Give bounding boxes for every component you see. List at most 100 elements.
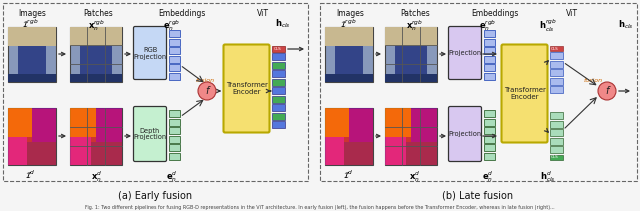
Text: Images: Images — [18, 9, 46, 18]
Text: Embeddings: Embeddings — [471, 9, 518, 18]
Bar — [484, 153, 495, 160]
Bar — [385, 27, 437, 82]
FancyBboxPatch shape — [223, 45, 269, 133]
Bar — [550, 129, 563, 136]
Bar — [91, 142, 122, 165]
Bar — [70, 108, 96, 137]
Bar — [169, 153, 180, 160]
Text: Projection: Projection — [449, 131, 481, 137]
Bar — [550, 155, 563, 160]
Text: Fig. 1: Two different pipelines for fusing RGB-D representations in the ViT arch: Fig. 1: Two different pipelines for fusi… — [85, 204, 555, 210]
Bar — [550, 69, 563, 76]
Bar — [169, 119, 180, 126]
Text: Patches: Patches — [400, 9, 430, 18]
Bar — [3, 3, 308, 181]
Bar — [550, 120, 563, 127]
Text: $\mathbf{h}_{cls}^{rgb}$: $\mathbf{h}_{cls}^{rgb}$ — [539, 18, 557, 34]
Text: Transformer
Encoder: Transformer Encoder — [225, 82, 268, 95]
Bar — [550, 86, 563, 93]
Bar — [169, 64, 180, 71]
Bar — [70, 108, 122, 165]
Text: $\mathcal{I}^{rgb}$: $\mathcal{I}^{rgb}$ — [340, 18, 356, 30]
Bar — [272, 53, 285, 60]
Bar — [272, 104, 285, 111]
Text: fusion: fusion — [196, 77, 215, 83]
Bar — [169, 127, 180, 134]
Text: (b) Late fusion: (b) Late fusion — [442, 191, 513, 201]
Text: Patches: Patches — [83, 9, 113, 18]
FancyBboxPatch shape — [449, 107, 481, 161]
Bar — [8, 27, 56, 46]
Text: (a) Early fusion: (a) Early fusion — [118, 191, 192, 201]
Bar — [484, 47, 495, 54]
Bar — [550, 52, 563, 59]
Text: fusion: fusion — [584, 78, 603, 83]
FancyBboxPatch shape — [449, 27, 481, 80]
Text: CLS: CLS — [274, 46, 282, 50]
Text: Projection: Projection — [449, 50, 481, 56]
Bar — [325, 137, 344, 165]
Text: $\mathbf{h}_{cls}$: $\mathbf{h}_{cls}$ — [618, 18, 634, 31]
Text: CLS: CLS — [551, 156, 559, 160]
Bar — [344, 142, 373, 165]
Text: f: f — [605, 86, 609, 96]
Bar — [8, 27, 56, 82]
Bar — [325, 108, 349, 137]
Text: f: f — [205, 86, 209, 96]
Text: Depth
Projection: Depth Projection — [133, 127, 166, 141]
Bar — [272, 61, 285, 69]
Text: $\mathcal{I}^{rgb}$: $\mathcal{I}^{rgb}$ — [22, 18, 38, 30]
Bar — [385, 137, 406, 165]
Bar — [406, 142, 437, 165]
Bar — [8, 108, 56, 165]
Bar — [18, 46, 46, 77]
Bar — [349, 108, 373, 142]
FancyBboxPatch shape — [502, 45, 547, 142]
Circle shape — [198, 82, 216, 100]
Bar — [484, 110, 495, 117]
Text: $\mathbf{e}_n^{rgb}$: $\mathbf{e}_n^{rgb}$ — [163, 18, 180, 33]
Bar — [484, 38, 495, 46]
Bar — [169, 135, 180, 142]
Bar — [272, 46, 285, 52]
Bar — [70, 137, 91, 165]
Bar — [550, 138, 563, 145]
Bar — [385, 108, 437, 165]
Bar — [411, 108, 437, 142]
Bar — [484, 73, 495, 80]
Text: $\mathcal{I}^d$: $\mathcal{I}^d$ — [342, 169, 353, 181]
Bar — [8, 108, 32, 137]
Text: ViT: ViT — [257, 9, 269, 18]
Bar — [70, 74, 122, 82]
Bar — [169, 38, 180, 46]
Bar — [81, 46, 111, 77]
Bar — [484, 119, 495, 126]
Text: RGB
Projection: RGB Projection — [133, 46, 166, 60]
Bar — [396, 46, 427, 77]
Text: $\mathbf{h}_{cls}$: $\mathbf{h}_{cls}$ — [275, 17, 291, 30]
Bar — [70, 27, 122, 46]
Text: $\mathbf{x}_n^d$: $\mathbf{x}_n^d$ — [92, 169, 102, 184]
Bar — [484, 144, 495, 151]
Bar — [550, 112, 563, 119]
Bar — [169, 47, 180, 54]
Bar — [8, 137, 28, 165]
Text: CLS: CLS — [551, 46, 559, 50]
Bar — [484, 127, 495, 134]
Bar — [325, 108, 373, 165]
Bar — [169, 73, 180, 80]
Text: $\mathbf{h}_{cls}^d$: $\mathbf{h}_{cls}^d$ — [540, 169, 556, 184]
Text: $\mathbf{e}_n^d$: $\mathbf{e}_n^d$ — [483, 169, 493, 184]
Bar — [335, 46, 364, 77]
Bar — [272, 121, 285, 128]
Bar — [272, 87, 285, 94]
Bar — [32, 108, 56, 142]
Bar — [484, 30, 495, 37]
Bar — [325, 74, 373, 82]
Text: $\mathbf{e}_n^{rgb}$: $\mathbf{e}_n^{rgb}$ — [479, 18, 497, 33]
Bar — [484, 64, 495, 71]
Bar — [550, 46, 563, 51]
Bar — [484, 55, 495, 62]
Circle shape — [598, 82, 616, 100]
Bar — [272, 112, 285, 119]
